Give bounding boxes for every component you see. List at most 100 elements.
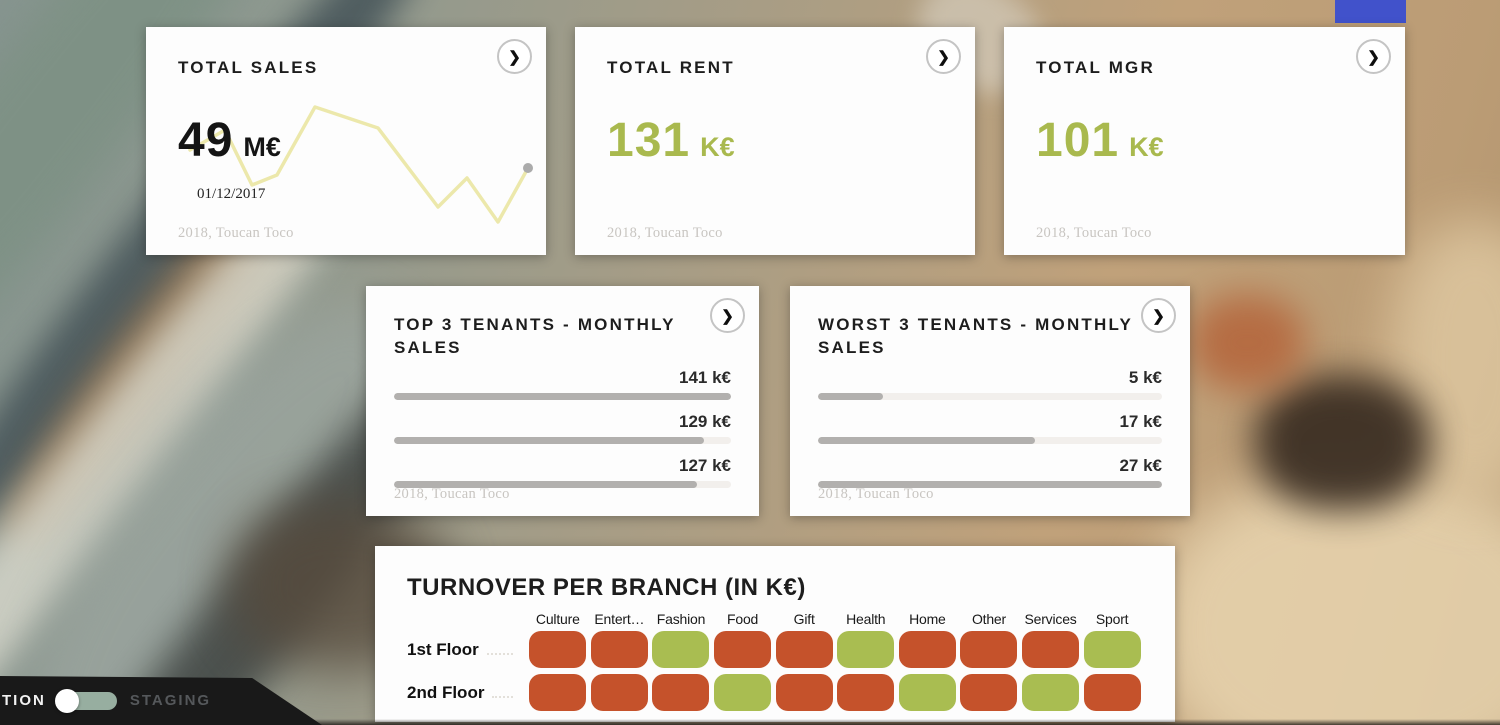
card-title: TURNOVER PER BRANCH (IN K€)	[407, 574, 806, 601]
bar-row: 141 k€	[394, 367, 731, 400]
screen-bottom-edge	[0, 719, 1500, 725]
bar-track	[394, 480, 731, 488]
bar-value-label: 27 k€	[1119, 455, 1162, 475]
heatmap-cell-orange[interactable]	[775, 674, 833, 712]
heatmap-column-label: Gift	[793, 610, 815, 627]
card-nav-button[interactable]: ❯	[710, 298, 745, 333]
kpi-unit: K€	[700, 131, 735, 162]
heatmap-cell-orange[interactable]	[1022, 631, 1080, 669]
kpi-unit: M€	[243, 131, 281, 162]
bar-fill	[394, 480, 698, 488]
background-streak	[1190, 295, 1305, 390]
card-nav-button[interactable]: ❯	[926, 39, 961, 74]
bar-value-label: 129 k€	[679, 411, 731, 431]
card-source: 2018, Toucan Toco	[178, 225, 294, 241]
heatmap-cell-orange[interactable]	[1083, 674, 1141, 712]
card-title: TOP 3 TENANTS - MONTHLY SALES	[394, 315, 676, 357]
background-streak	[1150, 470, 1500, 725]
staging-label: STAGING	[129, 692, 212, 709]
card-nav-button[interactable]: ❯	[1141, 298, 1176, 333]
heatmap-cell-orange[interactable]	[714, 631, 772, 669]
bar-row: 127 k€	[394, 455, 731, 488]
heatmap-cell-orange[interactable]	[960, 674, 1018, 712]
heatmap-cell-green[interactable]	[1022, 674, 1080, 712]
heatmap-column-label: Fashion	[656, 610, 706, 627]
background-blue-strip	[1335, 0, 1406, 23]
bar-fill	[818, 392, 884, 400]
heatmap-cell-green[interactable]	[837, 631, 895, 669]
background-streak	[1255, 375, 1430, 510]
bar-chart: 5 k€ 17 k€ 27 k€	[818, 367, 1162, 488]
bar-value-label: 17 k€	[1119, 411, 1162, 431]
card-total-mgr: ❯ TOTAL MGR 101 K€ 2018, Toucan Toco	[1004, 27, 1405, 255]
chevron-right-icon: ❯	[508, 48, 521, 66]
bar-fill	[818, 480, 1162, 488]
heatmap-column-label: Services	[1024, 610, 1077, 627]
heatmap-cell-orange[interactable]	[960, 631, 1018, 669]
kpi-value: 131 K€	[607, 113, 943, 168]
card-source: 2018, Toucan Toco	[607, 225, 723, 241]
kpi-number: 101	[1036, 113, 1120, 167]
heatmap-cell-orange[interactable]	[898, 631, 956, 669]
bar-track	[818, 436, 1162, 444]
heatmap-column-label: Culture	[535, 610, 580, 627]
heatmap-cell-orange[interactable]	[652, 674, 710, 712]
card-source: 2018, Toucan Toco	[818, 486, 934, 502]
heatmap-cell-orange[interactable]	[590, 674, 648, 712]
heatmap-cell-green[interactable]	[898, 674, 956, 712]
heatmap-row-label: 2nd Floor	[407, 683, 527, 703]
heatmap-row: 2nd Floor	[407, 673, 1143, 713]
kpi-value: 101 K€	[1036, 113, 1373, 168]
toggle-knob[interactable]	[54, 688, 79, 713]
heatmap-column-label: Food	[727, 610, 759, 627]
card-title: TOTAL MGR	[1036, 58, 1155, 77]
heatmap-cell-green[interactable]	[1083, 631, 1141, 669]
bar-row: 129 k€	[394, 411, 731, 444]
heatmap-cell-orange[interactable]	[837, 674, 895, 712]
card-worst-tenants: ❯ WORST 3 TENANTS - MONTHLY SALES 5 k€ 1…	[790, 286, 1190, 516]
bar-value-label: 141 k€	[679, 367, 731, 387]
bar-row: 5 k€	[818, 367, 1162, 400]
production-label: TION	[2, 692, 46, 709]
heatmap-cell-orange[interactable]	[529, 631, 587, 669]
card-title: TOTAL RENT	[607, 58, 735, 77]
heatmap-cell-orange[interactable]	[590, 631, 648, 669]
card-title: TOTAL SALES	[178, 58, 319, 77]
bar-fill	[818, 436, 1035, 444]
card-top-tenants: ❯ TOP 3 TENANTS - MONTHLY SALES 141 k€ 1…	[366, 286, 759, 516]
dotted-leader	[492, 695, 513, 698]
card-source: 2018, Toucan Toco	[394, 486, 510, 502]
heatmap-row: 1st Floor	[407, 630, 1143, 670]
bar-fill	[394, 436, 705, 444]
bar-track	[818, 480, 1162, 488]
sales-sparkline	[188, 105, 533, 224]
heatmap-column-label: Health	[846, 610, 886, 627]
heatmap-cell-green[interactable]	[652, 631, 710, 669]
heatmap-column-headers: Culture Entert… Fashion Food Gift Health…	[407, 611, 1143, 627]
chevron-right-icon: ❯	[937, 48, 950, 66]
environment-toggle[interactable]	[54, 688, 117, 713]
card-nav-button[interactable]: ❯	[497, 39, 532, 74]
heatmap-cell-orange[interactable]	[529, 674, 587, 712]
bar-value-label: 127 k€	[679, 455, 731, 475]
row-label-text: 1st Floor	[407, 639, 479, 659]
heatmap-column-label: Sport	[1095, 610, 1129, 627]
kpi-unit: K€	[1129, 131, 1164, 162]
heatmap-column-label: Home	[909, 610, 946, 627]
card-nav-button[interactable]: ❯	[1356, 39, 1391, 74]
bar-value-label: 5 k€	[1128, 367, 1162, 387]
bar-fill	[394, 392, 731, 400]
heatmap-cell-green[interactable]	[714, 674, 772, 712]
card-title: WORST 3 TENANTS - MONTHLY SALES	[818, 315, 1133, 357]
dotted-leader	[486, 652, 513, 655]
heatmap-column-label: Entert…	[594, 610, 645, 627]
row-label-text: 2nd Floor	[407, 682, 485, 702]
card-total-sales: ❯ TOTAL SALES 49 M€ 01/12/2017 2018, Tou…	[146, 27, 546, 255]
card-source: 2018, Toucan Toco	[1036, 225, 1152, 241]
card-turnover-per-branch: TURNOVER PER BRANCH (IN K€) Culture Ente…	[375, 546, 1175, 722]
heatmap-cell-orange[interactable]	[775, 631, 833, 669]
chevron-right-icon: ❯	[1367, 48, 1380, 66]
card-total-rent: ❯ TOTAL RENT 131 K€ 2018, Toucan Toco	[575, 27, 975, 255]
bar-track	[394, 436, 731, 444]
kpi-number: 49	[178, 113, 234, 167]
